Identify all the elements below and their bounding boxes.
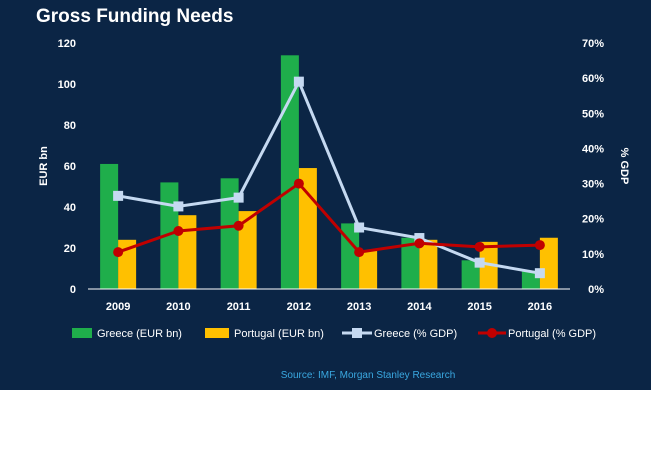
portugal-gdp-point <box>233 220 244 231</box>
y-right-tick-label: 40% <box>582 143 604 155</box>
legend-portugal-bar-label: Portugal (EUR bn) <box>234 328 324 340</box>
y-left-tick-label: 40 <box>64 202 76 214</box>
y-left-tick-label: 120 <box>58 38 76 50</box>
portugal-gdp-point <box>534 240 545 251</box>
greece-gdp-line <box>117 78 541 275</box>
y-right-tick-label: 50% <box>582 108 604 120</box>
y-left-tick-label: 80 <box>64 120 76 132</box>
x-tick-label: 2012 <box>287 301 311 313</box>
legend-greece-line-marker <box>352 328 362 338</box>
greece-gdp-point <box>354 222 365 233</box>
greece-gdp-point <box>233 192 244 203</box>
greece-gdp-point <box>293 76 304 87</box>
legend-portugal-line-marker <box>487 328 497 338</box>
x-tick-label: 2009 <box>106 301 130 313</box>
greece-bar <box>341 223 360 289</box>
y-right-tick-label: 20% <box>582 214 604 226</box>
legend-greece-bar-label: Greece (EUR bn) <box>97 328 182 340</box>
portugal-gdp-line <box>117 181 540 254</box>
x-tick-label: 2011 <box>227 301 251 313</box>
greece-gdp-point <box>474 257 485 268</box>
y-right-tick-label: 70% <box>582 38 604 50</box>
portugal-gdp-point <box>293 178 304 189</box>
portugal-gdp-point <box>354 247 365 258</box>
portugal-gdp-point <box>474 241 485 252</box>
y-right-tick-label: 0% <box>588 284 604 296</box>
y-left-tick-label: 0 <box>70 284 76 296</box>
y-right-tick-label: 30% <box>582 179 604 191</box>
y-left-tick-label: 60 <box>64 161 76 173</box>
chart-title: Gross Funding Needs <box>36 6 234 27</box>
greece-bar <box>220 178 239 289</box>
y-right-axis-label: % GDP <box>618 148 630 185</box>
portugal-gdp-point <box>414 238 425 249</box>
portugal-gdp-point <box>173 226 184 237</box>
greece-bar <box>280 55 299 289</box>
legend-greece-line-label: Greece (% GDP) <box>374 328 457 340</box>
portugal-bar <box>178 215 197 289</box>
x-tick-label: 2015 <box>467 301 491 313</box>
portugal-bar <box>359 250 378 289</box>
y-right-tick-label: 60% <box>582 73 604 85</box>
y-left-tick-label: 100 <box>58 79 76 91</box>
greece-bar <box>401 237 420 289</box>
greece-gdp-point <box>113 190 124 201</box>
x-tick-label: 2016 <box>528 301 552 313</box>
x-tick-label: 2014 <box>407 301 432 313</box>
y-left-axis-label: EUR bn <box>38 146 50 186</box>
chart-panel: Gross Funding Needs 0 20 40 60 80 100 120 0% 10%… <box>0 0 651 390</box>
x-tick-label: 2013 <box>347 301 371 313</box>
chart-svg: 0 20 40 60 80 100 120 0% 10% 20% 30% 40% 50% 60% 70% EU… <box>38 38 630 381</box>
x-tick-label: 2010 <box>166 301 190 313</box>
greece-bar <box>100 163 119 289</box>
greece-gdp-point <box>414 233 425 244</box>
greece-gdp-point <box>173 201 184 212</box>
legend-portugal-bar-swatch <box>205 328 229 338</box>
portugal-bar <box>419 239 438 289</box>
y-left-tick-label: 20 <box>64 243 76 255</box>
greece-gdp-point <box>534 268 545 279</box>
portugal-bar <box>238 211 257 289</box>
y-right-tick-label: 10% <box>582 249 604 261</box>
legend-portugal-line-label: Portugal (% GDP) <box>508 328 596 340</box>
legend-greece-bar-swatch <box>72 328 92 338</box>
source-note: Source: IMF, Morgan Stanley Research <box>281 370 456 381</box>
portugal-gdp-point <box>113 247 124 258</box>
